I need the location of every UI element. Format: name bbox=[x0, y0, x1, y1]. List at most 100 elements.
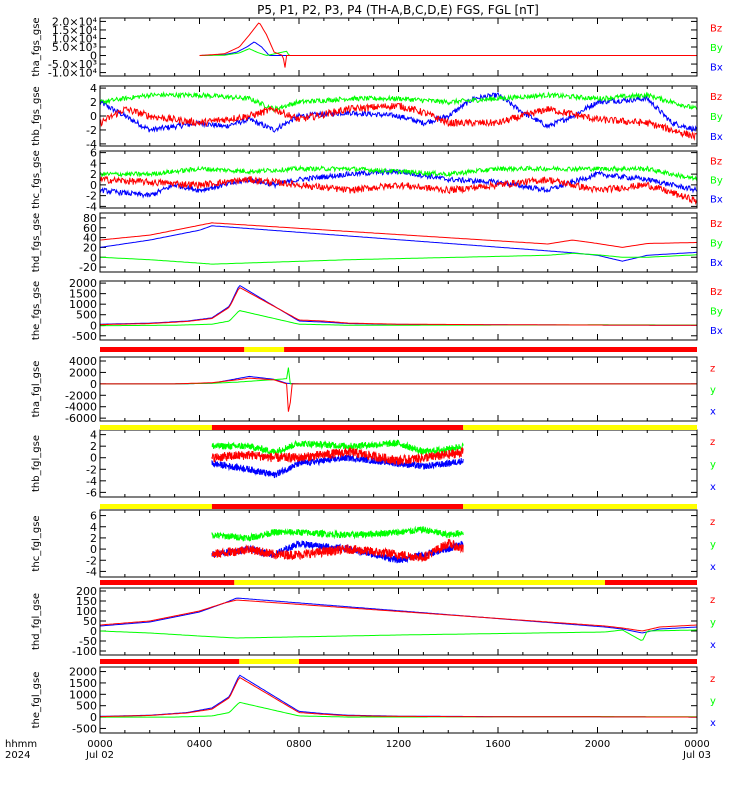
legend-y: By bbox=[710, 176, 723, 187]
legend-x: Bx bbox=[710, 195, 723, 206]
y-tick-label: 50 bbox=[83, 615, 97, 628]
y-tick-label: 20 bbox=[83, 241, 97, 254]
panel-thb_fgs_gse: -4-2024 thb_fgs_gse Bz By Bx bbox=[31, 82, 723, 151]
series-x bbox=[99, 92, 698, 133]
y-tick-label: 1.0×10⁴ bbox=[52, 32, 98, 45]
legend-y: y bbox=[710, 618, 716, 629]
time-axis-unit-label: hhmm bbox=[5, 739, 37, 750]
legend-y: By bbox=[710, 112, 723, 123]
y-tick-label: 0 bbox=[90, 179, 97, 192]
y-tick-label: 100 bbox=[76, 605, 97, 618]
y-tick-label: 0 bbox=[90, 452, 97, 465]
x-tick-label: 0400 bbox=[187, 739, 212, 750]
series-z bbox=[99, 175, 698, 206]
legend-z: z bbox=[710, 437, 715, 448]
series-y bbox=[100, 310, 697, 327]
y-tick-label: -2 bbox=[86, 190, 97, 203]
legend-z: z bbox=[710, 517, 715, 528]
y-tick-label: -500 bbox=[72, 330, 97, 343]
y-tick-label: -50 bbox=[79, 635, 97, 648]
series-z bbox=[100, 287, 698, 326]
y-tick-label: 1500 bbox=[69, 288, 97, 301]
time-axis-year-label: 2024 bbox=[5, 750, 30, 761]
y-tick-label: 1500 bbox=[69, 677, 97, 690]
series-x bbox=[99, 674, 697, 718]
series-y bbox=[211, 525, 464, 542]
mode-bar-segment bbox=[100, 347, 245, 352]
panel-thb_fgl_gse: -6-4-2024 thb_fgl_gse z yx bbox=[31, 429, 716, 500]
panel-frame bbox=[99, 150, 698, 209]
y-tick-label: 4 bbox=[90, 429, 97, 442]
y-tick-label: -4 bbox=[86, 138, 97, 151]
x-tick-label: 0000 bbox=[684, 739, 709, 750]
series-z bbox=[199, 22, 697, 68]
y-tick-label: -500 bbox=[72, 722, 97, 735]
panel-ylabel: thb_fgs_gse bbox=[31, 86, 42, 145]
y-tick-label: 4 bbox=[90, 521, 97, 534]
x-tick-date: Jul 03 bbox=[682, 750, 711, 761]
legend-z: Bz bbox=[710, 24, 722, 35]
y-tick-label: 150 bbox=[76, 595, 97, 608]
series-y bbox=[100, 252, 698, 265]
mode-bars bbox=[100, 347, 697, 664]
panel-frame bbox=[99, 17, 698, 77]
panel-ylabel: thb_fgl_gse bbox=[31, 435, 42, 492]
y-tick-label: 1000 bbox=[69, 298, 97, 311]
x-tick-label: 0800 bbox=[286, 739, 311, 750]
legend-x: x bbox=[710, 562, 716, 573]
figure-title: P5, P1, P2, P3, P4 (TH-A,B,C,D,E) FGS, F… bbox=[257, 3, 539, 17]
series-y bbox=[100, 701, 697, 718]
panel-frame bbox=[99, 280, 698, 341]
panel-ylabel: thc_fgs_gse bbox=[31, 150, 42, 209]
panel-ylabel: thd_fgs_gse bbox=[31, 213, 42, 272]
mode-bar-segment bbox=[234, 580, 605, 585]
y-tick-label: 2000 bbox=[69, 277, 97, 290]
y-tick-label: -1.0×10⁴ bbox=[48, 67, 98, 80]
y-tick-label: 6 bbox=[90, 510, 97, 523]
panel-ylabel: thc_fgl_gse bbox=[31, 515, 42, 571]
y-tick-label: 2000 bbox=[69, 366, 97, 379]
series-z bbox=[211, 538, 464, 563]
y-tick-label: 40 bbox=[83, 232, 97, 245]
y-tick-label: -6000 bbox=[65, 412, 97, 425]
mode-bar-segment bbox=[463, 504, 697, 509]
legend-x: Bx bbox=[710, 258, 723, 269]
legend-x: Bx bbox=[710, 62, 723, 73]
legend-y: By bbox=[710, 307, 723, 318]
y-tick-label: -2 bbox=[86, 463, 97, 476]
mode-bar-segment bbox=[211, 425, 464, 430]
panel-frame bbox=[99, 587, 698, 656]
legend-z: z bbox=[710, 595, 715, 606]
y-tick-label: 0 bbox=[90, 378, 97, 391]
y-tick-label: -4 bbox=[86, 475, 97, 488]
series-y bbox=[211, 439, 464, 456]
panel-frame bbox=[99, 212, 698, 273]
series-y bbox=[99, 164, 698, 182]
series-z bbox=[99, 222, 697, 248]
mode-bar-segment bbox=[604, 580, 697, 585]
panel-tha_fgs_gse: -1.0×10⁴-5.0×10³05.0×10³1.0×10⁴1.5×10⁴2.… bbox=[31, 15, 723, 79]
y-tick-label: 200 bbox=[76, 585, 97, 598]
mode-bar-segment bbox=[100, 659, 240, 664]
y-tick-label: 0 bbox=[90, 110, 97, 123]
legend-y: y bbox=[710, 460, 716, 471]
y-tick-label: 2000 bbox=[69, 666, 97, 679]
legend-z: z bbox=[710, 674, 715, 685]
y-tick-label: -100 bbox=[72, 645, 97, 658]
legend-z: Bz bbox=[710, 219, 722, 230]
y-tick-label: 1000 bbox=[69, 688, 97, 701]
panel-ylabel: tha_fgs_gse bbox=[31, 17, 42, 76]
panel-ylabel: tha_fgl_gse bbox=[31, 361, 42, 418]
panel-ylabel: the_fgs_gse bbox=[31, 281, 42, 340]
series-y bbox=[100, 367, 697, 385]
x-tick-label: 1600 bbox=[485, 739, 510, 750]
legend-z: Bz bbox=[710, 92, 722, 103]
mode-bar-segment bbox=[100, 504, 212, 509]
x-tick-label: 2000 bbox=[585, 739, 610, 750]
legend-y: y bbox=[710, 540, 716, 551]
